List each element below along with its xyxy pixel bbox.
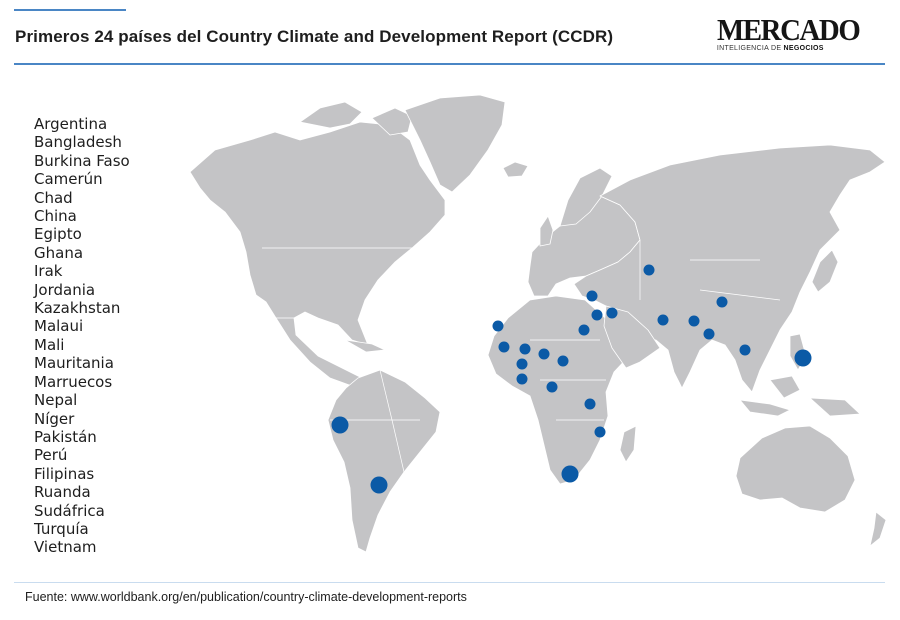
landmass-arctic-islands: [299, 101, 363, 129]
country-list-item: Camerún: [34, 170, 103, 189]
footer-divider: [14, 582, 885, 583]
country-list-item: Sudáfrica: [34, 501, 105, 520]
mercado-logo: MERCADO INTELIGENCIA DE NEGOCIOS: [716, 12, 870, 53]
landmass-iceland: [502, 161, 529, 178]
landmass-indonesia: [739, 399, 791, 417]
landmass-scandinavia: [559, 167, 613, 227]
country-marker: [498, 341, 510, 353]
country-marker: [739, 344, 751, 356]
landmass-australia: [735, 425, 856, 513]
country-marker: [591, 309, 603, 321]
country-marker: [703, 328, 715, 340]
logo-tagline-prefix: INTELIGENCIA DE: [716, 45, 784, 52]
page-title: Primeros 24 países del Country Climate a…: [15, 27, 614, 46]
logo-tagline: INTELIGENCIA DE NEGOCIOS: [717, 45, 870, 52]
country-list-item: Bangladesh: [34, 133, 122, 152]
country-marker: [370, 476, 388, 494]
country-list-item: Burkina Faso: [34, 151, 130, 170]
country-marker: [688, 315, 700, 327]
country-marker: [578, 324, 590, 336]
country-marker: [546, 381, 558, 393]
landmass-new-zealand: [869, 511, 887, 547]
landmass-arabia: [603, 305, 661, 369]
landmass-caribbean: [344, 339, 386, 353]
country-list-item: Mauritania: [34, 354, 114, 373]
country-marker: [557, 355, 569, 367]
country-marker: [716, 296, 728, 308]
country-list-item: Irak: [34, 262, 63, 281]
country-list-item: Jordania: [34, 280, 96, 299]
country-list-item: Chad: [34, 188, 73, 207]
country-marker: [331, 416, 349, 434]
landmass-japan: [811, 249, 839, 293]
country-marker: [538, 348, 550, 360]
country-list-item: Argentina: [34, 115, 108, 133]
country-list-item: Ruanda: [34, 483, 91, 502]
landmass-baffin: [371, 107, 413, 136]
country-marker: [657, 314, 669, 326]
country-marker: [586, 290, 598, 302]
source-note: Fuente: www.worldbank.org/en/publication…: [25, 590, 467, 604]
country-list-item: Perú: [34, 446, 68, 465]
country-marker: [516, 373, 528, 385]
land-masses: [189, 94, 887, 553]
landmass-britain: [539, 215, 554, 247]
country-list-item: Egipto: [34, 225, 82, 244]
country-list-item: Mali: [34, 335, 65, 354]
landmass-south-america: [327, 369, 441, 553]
logo-wordmark: MERCADO: [716, 12, 861, 47]
country-marker: [594, 426, 606, 438]
country-list-item: Pakistán: [34, 427, 97, 446]
country-list-item: Vietnam: [34, 538, 97, 557]
landmass-new-guinea: [809, 397, 861, 417]
country-list-item: Marruecos: [34, 372, 113, 391]
country-marker: [561, 465, 579, 483]
country-marker: [492, 320, 504, 332]
landmass-north-america: [189, 121, 446, 387]
landmass-borneo-sulawesi: [769, 375, 801, 399]
header-accent-line: [14, 9, 126, 11]
country-marker: [584, 398, 596, 410]
country-list-item: Filipinas: [34, 464, 95, 483]
country-marker: [794, 349, 812, 367]
logo-tagline-bold: NEGOCIOS: [783, 45, 824, 52]
landmass-greenland: [404, 94, 506, 193]
country-list-item: Kazakhstan: [34, 299, 121, 318]
country-list-item: Turquía: [34, 519, 89, 538]
country-markers: [331, 264, 812, 494]
landmass-madagascar: [619, 425, 637, 463]
country-list-item: China: [34, 207, 77, 226]
country-list: Argentina Bangladesh Burkina Faso Camerún Ch…: [34, 115, 130, 557]
country-marker: [519, 343, 531, 355]
country-list-item: Ghana: [34, 243, 84, 262]
landmass-asia: [573, 144, 886, 393]
country-marker: [606, 307, 618, 319]
country-list-item: Níger: [34, 409, 75, 428]
country-marker: [516, 358, 528, 370]
header-divider: [14, 63, 885, 65]
country-marker: [643, 264, 655, 276]
country-list-item: Nepal: [34, 391, 78, 410]
country-list-item: Malaui: [34, 317, 84, 336]
